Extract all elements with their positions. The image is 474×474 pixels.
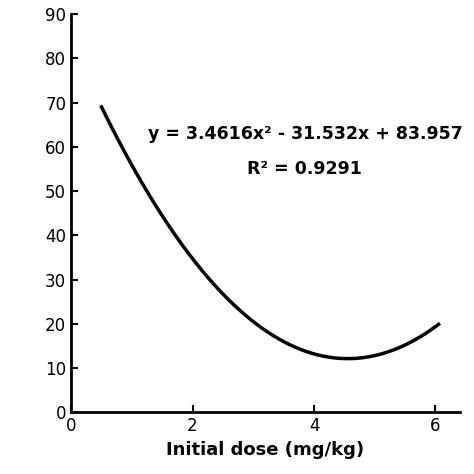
Text: R² = 0.9291: R² = 0.9291 (247, 160, 362, 178)
Text: y = 3.4616x² - 31.532x + 83.957: y = 3.4616x² - 31.532x + 83.957 (147, 125, 462, 143)
X-axis label: Initial dose (mg/kg): Initial dose (mg/kg) (166, 441, 365, 459)
